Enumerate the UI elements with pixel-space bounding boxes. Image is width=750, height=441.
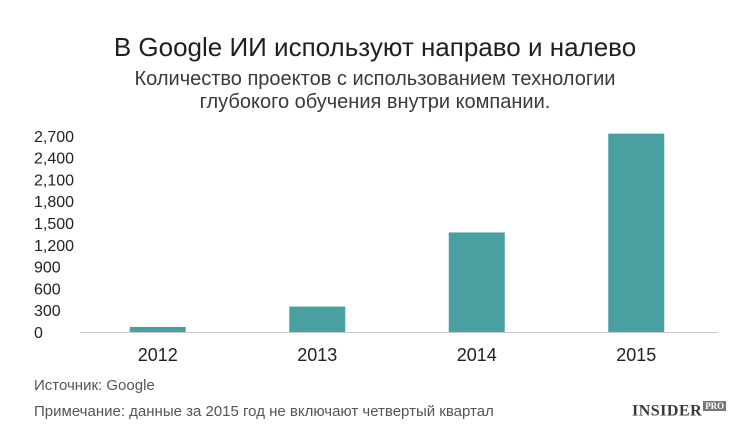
- subtitle-line-2: глубокого обучения внутри компании.: [199, 91, 551, 113]
- y-tick-label: 600: [34, 281, 61, 298]
- insider-pro-logo: INSIDER PRO: [632, 401, 727, 420]
- x-tick-label: 2012: [138, 345, 178, 365]
- x-tick-label: 2014: [457, 345, 497, 365]
- bar-2014: [448, 232, 505, 332]
- x-tick-label: 2013: [297, 345, 337, 365]
- source-text: Источник: Google: [34, 377, 155, 394]
- y-tick-label: 0: [34, 325, 43, 342]
- bar-2013: [289, 306, 346, 332]
- brand-badge: PRO: [703, 401, 727, 411]
- bar-2012: [129, 326, 186, 332]
- bar-chart: 0 300 600 900 1,200 1,500 1,800 2,100 2,400 2,700…: [34, 129, 718, 365]
- chart-title: В Google ИИ используют направо и налево: [113, 32, 637, 62]
- chart-subtitle: Количество проектов с использованием тех…: [0, 68, 750, 114]
- y-tick-label: 2,400: [34, 151, 74, 168]
- y-tick-label: 300: [34, 303, 61, 320]
- x-tick-label: 2015: [616, 345, 656, 365]
- y-tick-label: 1,500: [34, 216, 74, 233]
- subtitle-line-1: Количество проектов с использованием тех…: [134, 68, 616, 90]
- note-text: Примечание: данные за 2015 год не включа…: [34, 403, 494, 420]
- y-tick-label: 1,800: [34, 194, 74, 211]
- y-tick-label: 2,700: [34, 129, 74, 146]
- bar-2015: [608, 133, 665, 332]
- y-tick-label: 2,100: [34, 172, 74, 189]
- brand-name: INSIDER: [632, 402, 703, 420]
- y-tick-label: 900: [34, 260, 61, 277]
- y-tick-label: 1,200: [34, 238, 74, 255]
